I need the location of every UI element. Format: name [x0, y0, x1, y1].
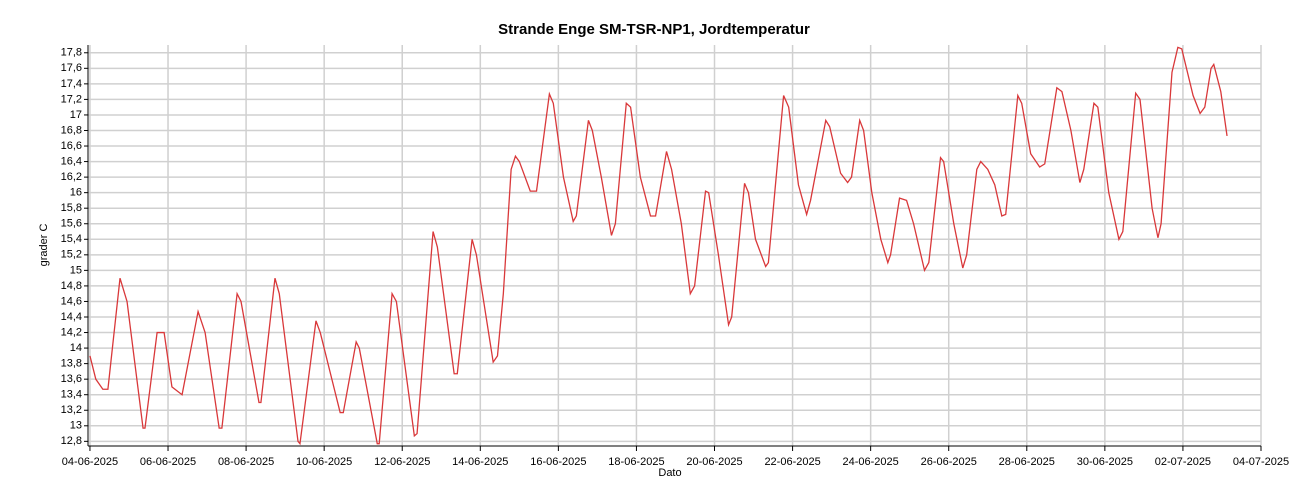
- y-tick-label: 16,4: [61, 155, 82, 167]
- y-tick-label: 15,4: [61, 233, 82, 245]
- y-tick-label: 17,6: [61, 62, 82, 74]
- x-tick-label: 26-06-2025: [921, 456, 977, 468]
- x-tick-label: 04-06-2025: [62, 456, 118, 468]
- x-tick-label: 12-06-2025: [374, 456, 430, 468]
- y-tick-label: 13,4: [61, 389, 82, 401]
- y-tick-label: 13: [70, 420, 82, 432]
- x-tick-label: 10-06-2025: [296, 456, 352, 468]
- y-tick-label: 16: [70, 187, 82, 199]
- x-tick-label: 28-06-2025: [999, 456, 1055, 468]
- y-tick-label: 13,2: [61, 404, 82, 416]
- y-tick-label: 12,8: [61, 435, 82, 447]
- y-tick-label: 17,8: [61, 47, 82, 59]
- y-axis-title: grader C: [38, 224, 50, 267]
- y-tick-label: 17,2: [61, 93, 82, 105]
- x-tick-label: 08-06-2025: [218, 456, 274, 468]
- y-tick-label: 15,8: [61, 202, 82, 214]
- x-tick-label: 30-06-2025: [1077, 456, 1133, 468]
- x-tick-label: 24-06-2025: [843, 456, 899, 468]
- x-tick-label: 22-06-2025: [764, 456, 820, 468]
- y-tick-label: 16,2: [61, 171, 82, 183]
- x-tick-label: 20-06-2025: [686, 456, 742, 468]
- x-tick-label: 18-06-2025: [608, 456, 664, 468]
- x-tick-label: 02-07-2025: [1155, 456, 1211, 468]
- y-tick-label: 16,8: [61, 124, 82, 136]
- y-tick-label: 15,6: [61, 218, 82, 230]
- x-tick-label: 16-06-2025: [530, 456, 586, 468]
- y-tick-label: 14: [70, 342, 82, 354]
- y-tick-label: 16,6: [61, 140, 82, 152]
- data-line: [89, 46, 1228, 446]
- y-tick-label: 14,4: [61, 311, 82, 323]
- y-tick-label: 14,8: [61, 280, 82, 292]
- y-tick-label: 14,6: [61, 295, 82, 307]
- x-tick-label: 04-07-2025: [1233, 456, 1289, 468]
- chart-title: Strande Enge SM-TSR-NP1, Jordtemperatur: [498, 21, 810, 38]
- x-tick-label: 06-06-2025: [140, 456, 196, 468]
- y-tick-label: 14,2: [61, 326, 82, 338]
- y-tick-label: 15,2: [61, 249, 82, 261]
- y-tick-label: 13,6: [61, 373, 82, 385]
- x-axis-title: Dato: [658, 467, 681, 479]
- y-tick-label: 15: [70, 264, 82, 276]
- y-tick-label: 17: [70, 109, 82, 121]
- y-tick-label: 17,4: [61, 78, 82, 90]
- x-tick-label: 14-06-2025: [452, 456, 508, 468]
- y-tick-label: 13,8: [61, 358, 82, 370]
